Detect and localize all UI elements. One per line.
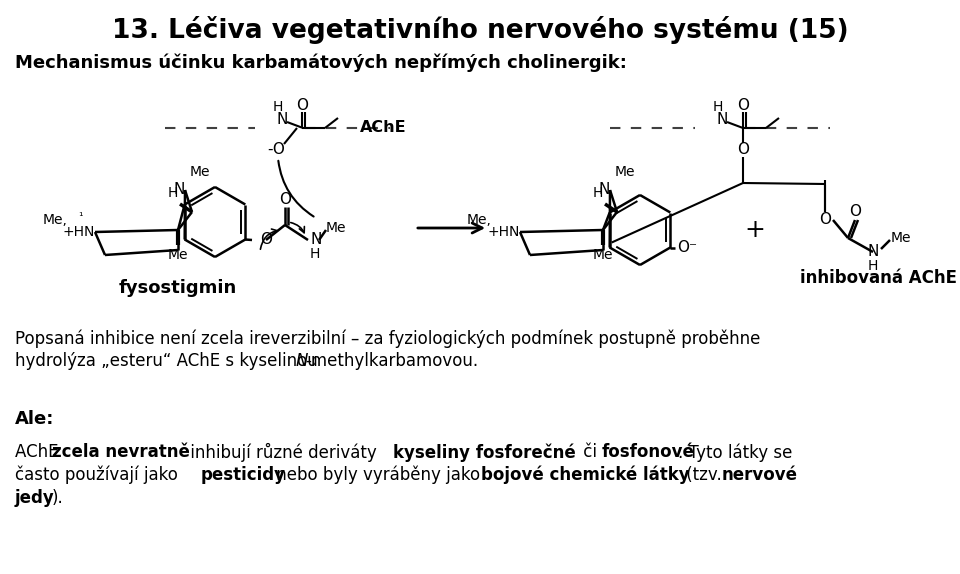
Text: N: N	[716, 113, 728, 127]
Text: N: N	[310, 232, 322, 247]
Text: AChE: AChE	[360, 121, 407, 135]
Text: O: O	[260, 232, 272, 247]
Text: fosfonové: fosfonové	[602, 443, 695, 461]
Text: AChE: AChE	[15, 443, 63, 461]
Text: inhibovaná AChE: inhibovaná AChE	[800, 269, 956, 287]
Text: H: H	[868, 259, 878, 273]
Text: Popsaná inhibice není zcela ireverzibilní – za fyziologických podmínek postupně : Popsaná inhibice není zcela ireverzibiln…	[15, 330, 760, 348]
Text: N: N	[296, 352, 308, 370]
Text: O⁻: O⁻	[678, 240, 697, 255]
Text: O: O	[279, 192, 291, 207]
Text: H: H	[273, 100, 283, 114]
Text: Me: Me	[592, 248, 613, 262]
Text: +HN: +HN	[62, 225, 95, 239]
Text: Mechanismus účinku karbamátových nepřímých cholinergik:: Mechanismus účinku karbamátových nepřímý…	[15, 54, 627, 72]
Text: 13. Léčiva vegetativního nervového systému (15): 13. Léčiva vegetativního nervového systé…	[111, 16, 849, 44]
Text: N: N	[867, 245, 878, 259]
Text: zcela nevratně: zcela nevratně	[52, 443, 190, 461]
Text: inhibují různé deriváty: inhibují různé deriváty	[185, 443, 382, 462]
Text: ¹: ¹	[78, 212, 83, 222]
Text: . Tyto látky se: . Tyto látky se	[678, 443, 792, 461]
Text: N: N	[276, 113, 288, 127]
Text: H: H	[168, 186, 179, 200]
Text: pesticidy: pesticidy	[201, 466, 286, 484]
Text: H: H	[713, 100, 723, 114]
Text: O: O	[737, 142, 749, 157]
Text: či: či	[578, 443, 602, 461]
Text: Me: Me	[615, 165, 636, 179]
Text: Me,: Me,	[42, 213, 67, 227]
Text: nervové: nervové	[722, 466, 798, 484]
Text: O: O	[296, 98, 308, 113]
Text: O: O	[849, 204, 861, 219]
Text: N: N	[599, 183, 610, 197]
Text: -methylkarbamovou.: -methylkarbamovou.	[305, 352, 478, 370]
Text: +: +	[745, 218, 765, 242]
Text: -O: -O	[267, 142, 285, 157]
Text: (tzv.: (tzv.	[681, 466, 727, 484]
Text: H: H	[310, 247, 321, 261]
Text: Me: Me	[168, 248, 188, 262]
Text: Me,: Me,	[468, 213, 492, 227]
Text: Me: Me	[326, 221, 347, 235]
Text: hydrolýza „esteru“ AChE s kyselinou: hydrolýza „esteru“ AChE s kyselinou	[15, 352, 323, 370]
Text: bojové chemické látky: bojové chemické látky	[481, 466, 689, 484]
Text: O: O	[737, 98, 749, 113]
Text: nebo byly vyráběny jako: nebo byly vyráběny jako	[271, 466, 486, 484]
Text: jedy: jedy	[15, 489, 55, 507]
Text: často používají jako: často používají jako	[15, 466, 183, 484]
Text: H: H	[593, 186, 603, 200]
Text: ).: ).	[52, 489, 63, 507]
Text: Ale:: Ale:	[15, 410, 55, 428]
Text: N: N	[174, 183, 185, 197]
Text: Me: Me	[190, 165, 210, 179]
Text: Me: Me	[891, 231, 911, 245]
Text: kyseliny fosforečné: kyseliny fosforečné	[393, 443, 576, 461]
Text: fysostigmin: fysostigmin	[119, 279, 237, 297]
Text: +HN: +HN	[488, 225, 520, 239]
Text: O: O	[819, 212, 831, 227]
